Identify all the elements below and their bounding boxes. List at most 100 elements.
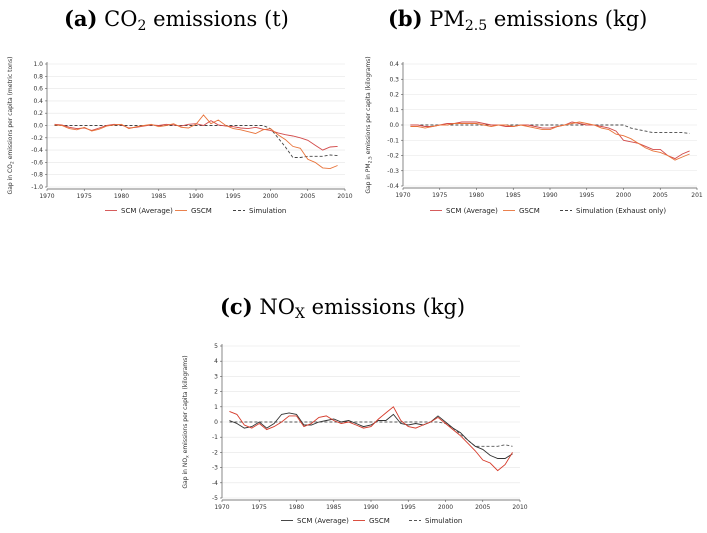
y-tick-label: -0.4 <box>31 147 43 154</box>
x-tick-label: 2010 <box>512 504 527 511</box>
y-axis-label-sub: 2.5 <box>368 156 374 163</box>
y-tick-label: 0.0 <box>389 122 399 129</box>
x-tick-label: 1970 <box>39 193 54 200</box>
series-line-gscm <box>410 121 690 161</box>
legend-label: Simulation <box>249 207 286 215</box>
legend-label: Simulation (Exhaust only) <box>576 207 666 215</box>
x-tick-label: 1990 <box>363 504 378 511</box>
panel-a-title-rest: emissions (t) <box>146 7 289 31</box>
legend-label: SCM (Average) <box>121 207 173 215</box>
panel-b-title-rest: emissions (kg) <box>487 7 648 31</box>
series-line-scm-average <box>410 121 690 160</box>
y-tick-label: 0.0 <box>33 123 43 130</box>
y-tick-label: 0.4 <box>389 61 399 68</box>
y-tick-label: -0.2 <box>31 135 43 142</box>
x-tick-label: 2005 <box>475 504 490 511</box>
panel-b-tag: (b) <box>388 6 423 31</box>
x-tick-label: 1975 <box>252 504 267 511</box>
y-tick-label: 1.0 <box>33 61 43 68</box>
y-axis-label: Gap in PM2.5 emissions per capita (kilog… <box>365 56 374 193</box>
legend-label: SCM (Average) <box>446 207 498 215</box>
y-tick-label: 0.6 <box>33 86 43 93</box>
x-tick-label: 201 <box>691 192 703 199</box>
y-tick-label: -0.2 <box>387 153 399 160</box>
panel-c-title-rest: emissions (kg) <box>304 295 466 319</box>
y-tick-label: -1 <box>212 434 218 441</box>
y-axis-label-part: Gap in NO <box>182 458 189 489</box>
x-tick-label: 1985 <box>326 504 341 511</box>
x-tick-label: 1990 <box>188 193 203 200</box>
y-axis-label-sub: x <box>186 455 191 458</box>
y-tick-label: -0.1 <box>387 137 399 144</box>
x-tick-label: 2005 <box>300 193 315 200</box>
panel-a-title-chem: CO <box>104 7 138 31</box>
y-tick-label: -0.4 <box>387 183 399 190</box>
chart-panel-a: 1.0 0.8 0.6 0.4 0.2 0.0 -0.2 -0.4 -0.6 -0.8 -1.0 19… <box>7 57 353 215</box>
x-tick-label: 1990 <box>542 192 557 199</box>
panel-b-title-sub: 2.5 <box>464 18 488 34</box>
y-tick-label: 4 <box>214 358 218 365</box>
x-tick-label: 1975 <box>432 192 447 199</box>
chart-panel-b: 0.4 0.3 0.2 0.1 0.0 -0.1 -0.2 -0.3 -0.4 1970 1975 1… <box>365 56 703 215</box>
x-tick-label: 1980 <box>289 504 304 511</box>
legend-label: Simulation <box>425 517 462 525</box>
panel-a-tag: (a) <box>64 6 98 31</box>
legend-label: SCM (Average) <box>297 517 349 525</box>
y-axis-label: Gap in CO2 emissions per capita (metric … <box>7 57 16 195</box>
panel-b-title-chem: PM <box>429 7 465 31</box>
y-tick-label: 0.8 <box>33 73 43 80</box>
x-tick-label: 1995 <box>401 504 416 511</box>
series-line-gscm <box>54 114 338 170</box>
x-tick-label: 1970 <box>214 504 229 511</box>
x-tick-label: 1995 <box>226 193 241 200</box>
x-tick-label: 1985 <box>506 192 521 199</box>
series-line-simulation <box>54 125 338 158</box>
y-axis-label-part: emissions per capita (kilograms) <box>182 355 189 455</box>
x-tick-label: 1970 <box>395 192 410 199</box>
panel-a-title: (a) CO2 emissions (t) <box>64 6 289 34</box>
y-tick-label: 2 <box>214 389 218 396</box>
legend-label: GSCM <box>369 517 390 525</box>
y-tick-label: -5 <box>212 495 218 502</box>
x-tick-label: 1995 <box>579 192 594 199</box>
panel-c-title-sub: X <box>294 306 305 322</box>
series-line-scm-average <box>229 412 513 459</box>
x-tick-label: 2005 <box>653 192 668 199</box>
y-tick-label: -2 <box>212 449 218 456</box>
panel-a-title-sub: 2 <box>137 18 147 34</box>
panel-c-title: (c) NOX emissions (kg) <box>220 294 465 322</box>
x-tick-label: 2000 <box>616 192 631 199</box>
y-tick-label: 0.1 <box>389 107 399 114</box>
y-tick-label: 0.2 <box>389 92 399 99</box>
series-line-simulation-exhaust-only <box>410 124 690 134</box>
panel-c-tag: (c) <box>220 294 253 319</box>
y-tick-label: -0.6 <box>31 159 43 166</box>
y-tick-label: -0.3 <box>387 168 399 175</box>
y-tick-label: 1 <box>214 404 218 411</box>
y-tick-label: -4 <box>212 480 218 487</box>
y-tick-label: -3 <box>212 465 218 472</box>
y-tick-label: 0.2 <box>33 110 43 117</box>
y-axis-label: Gap in NOx emissions per capita (kilogra… <box>182 355 191 488</box>
y-axis-label-sub: 2 <box>10 161 16 164</box>
y-tick-label: 5 <box>214 343 218 350</box>
x-tick-label: 2000 <box>438 504 453 511</box>
x-tick-label: 1980 <box>114 193 129 200</box>
x-tick-label: 2000 <box>263 193 278 200</box>
y-tick-label: 3 <box>214 373 218 380</box>
x-tick-label: 1985 <box>151 193 166 200</box>
panel-c-title-chem: NO <box>259 295 295 319</box>
y-tick-label: 0 <box>214 419 218 426</box>
y-axis-label-part: Gap in CO <box>7 164 14 195</box>
legend-label: GSCM <box>191 207 212 215</box>
panel-b-title: (b) PM2.5 emissions (kg) <box>388 6 647 34</box>
chart-panel-c: 5 4 3 2 1 0 -1 -2 -3 -4 -5 1970 1975 1980 1985 1990 1995… <box>182 343 528 525</box>
y-tick-label: 0.3 <box>389 76 399 83</box>
y-axis-label-part: Gap in PM <box>365 163 372 193</box>
legend-label: GSCM <box>519 207 540 215</box>
y-tick-label: -1.0 <box>31 184 43 191</box>
x-tick-label: 2010 <box>337 193 352 200</box>
y-tick-label: 0.4 <box>33 98 43 105</box>
y-axis-label-part: emissions per capita (kilograms) <box>365 56 372 156</box>
